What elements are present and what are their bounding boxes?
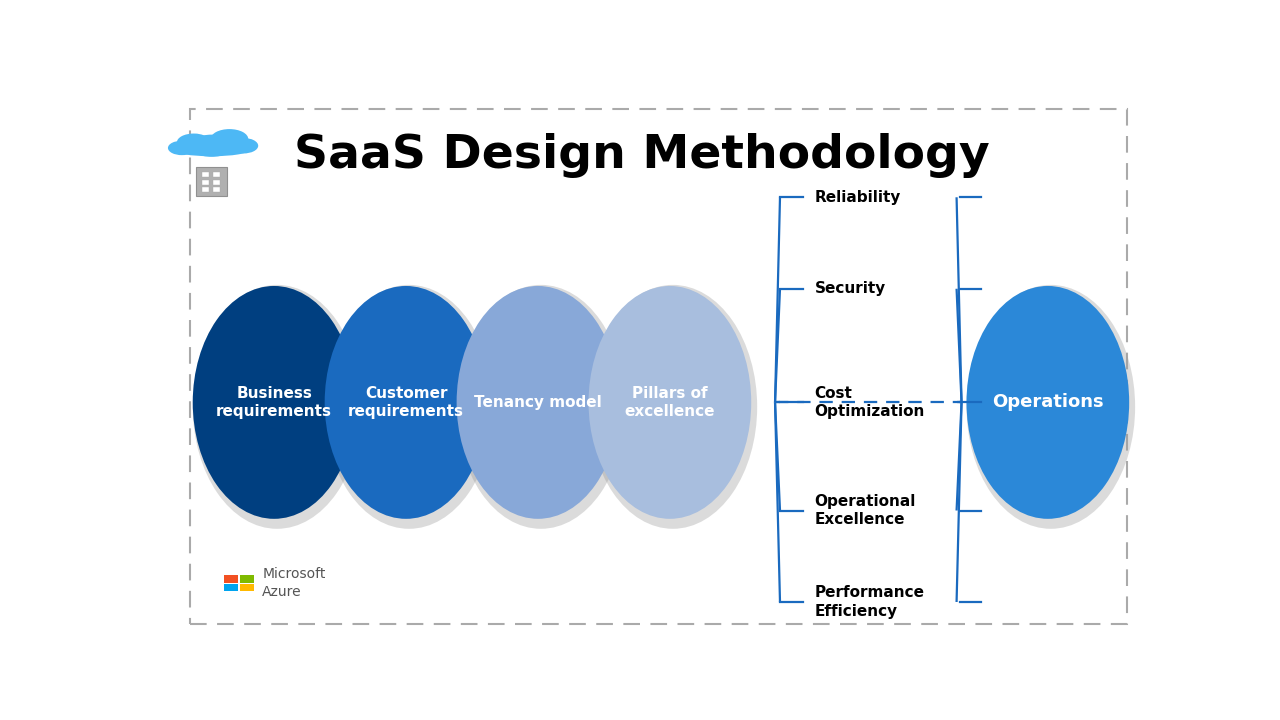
Ellipse shape	[457, 286, 620, 519]
Ellipse shape	[174, 144, 248, 156]
Text: Pillars of
excellence: Pillars of excellence	[625, 386, 716, 419]
Text: Reliability: Reliability	[815, 190, 901, 204]
Text: Operations: Operations	[992, 393, 1103, 411]
Ellipse shape	[457, 285, 625, 528]
Ellipse shape	[325, 285, 493, 528]
FancyBboxPatch shape	[202, 179, 209, 184]
Ellipse shape	[189, 135, 233, 157]
Ellipse shape	[325, 286, 488, 519]
Text: SaaS Design Methodology: SaaS Design Methodology	[294, 133, 989, 178]
Ellipse shape	[966, 286, 1129, 519]
Ellipse shape	[228, 138, 259, 153]
FancyBboxPatch shape	[241, 584, 255, 591]
FancyBboxPatch shape	[212, 172, 220, 177]
FancyBboxPatch shape	[202, 186, 209, 192]
FancyBboxPatch shape	[224, 584, 238, 591]
FancyBboxPatch shape	[202, 172, 209, 177]
Text: Operational
Excellence: Operational Excellence	[815, 494, 916, 527]
Ellipse shape	[168, 140, 196, 155]
Ellipse shape	[589, 285, 758, 528]
Ellipse shape	[177, 133, 211, 151]
Ellipse shape	[193, 286, 356, 519]
Text: Security: Security	[815, 282, 886, 296]
Text: Tenancy model: Tenancy model	[474, 395, 602, 410]
FancyBboxPatch shape	[212, 179, 220, 184]
Text: Microsoft
Azure: Microsoft Azure	[262, 567, 325, 599]
Text: Performance
Efficiency: Performance Efficiency	[815, 585, 924, 618]
Text: Business
requirements: Business requirements	[216, 386, 332, 419]
Ellipse shape	[193, 285, 361, 528]
FancyBboxPatch shape	[212, 186, 220, 192]
Ellipse shape	[966, 285, 1135, 528]
Text: Customer
requirements: Customer requirements	[348, 386, 465, 419]
Text: Cost
Optimization: Cost Optimization	[815, 386, 925, 419]
FancyBboxPatch shape	[224, 575, 238, 582]
FancyBboxPatch shape	[241, 575, 255, 582]
Ellipse shape	[211, 129, 248, 149]
Ellipse shape	[589, 286, 751, 519]
FancyBboxPatch shape	[196, 167, 228, 196]
